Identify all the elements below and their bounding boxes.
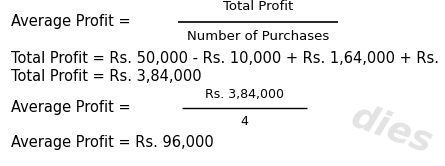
Text: Rs. 3,84,000: Rs. 3,84,000	[205, 88, 284, 101]
Text: 4: 4	[241, 115, 249, 128]
Text: Number of Purchases: Number of Purchases	[187, 30, 329, 43]
Text: Average Profit =: Average Profit =	[11, 100, 135, 115]
Text: Total Profit = Rs. 50,000 - Rs. 10,000 + Rs. 1,64,000 + Rs. 1,80,000: Total Profit = Rs. 50,000 - Rs. 10,000 +…	[11, 51, 445, 66]
Text: dies: dies	[346, 99, 437, 160]
Text: Average Profit = Rs. 96,000: Average Profit = Rs. 96,000	[11, 135, 214, 150]
Text: Total Profit = Rs. 3,84,000: Total Profit = Rs. 3,84,000	[11, 69, 202, 84]
Text: Total Profit: Total Profit	[223, 0, 293, 13]
Text: Average Profit =: Average Profit =	[11, 14, 135, 29]
